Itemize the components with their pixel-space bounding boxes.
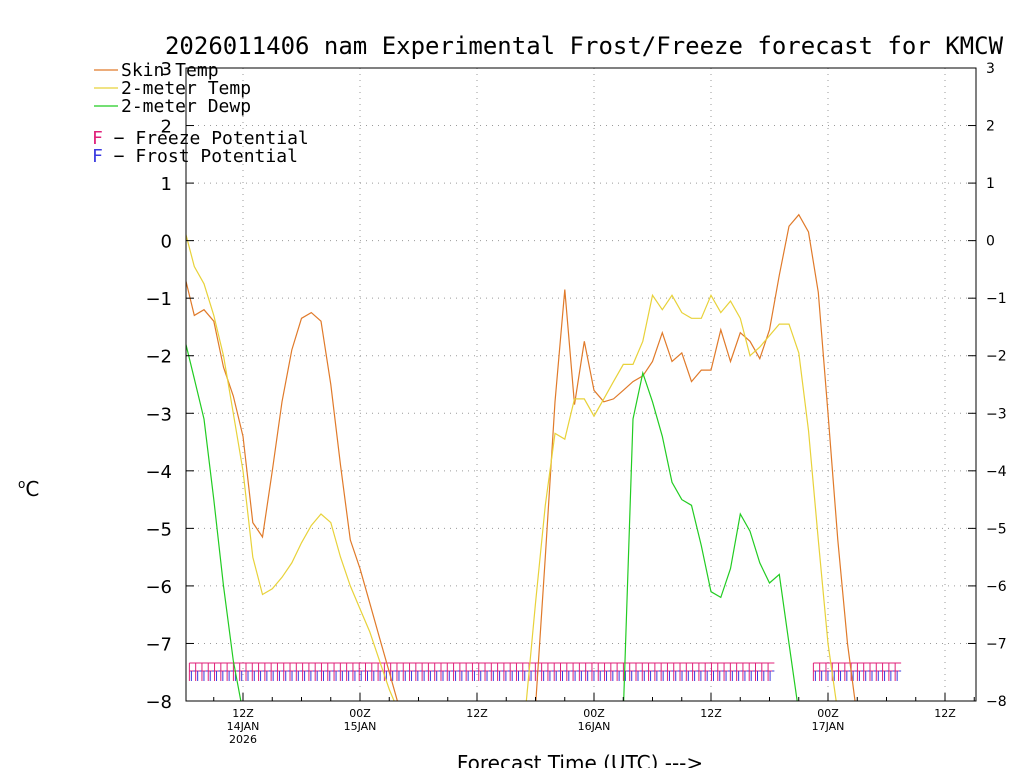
series-line-1 <box>186 213 856 701</box>
y-tick-label-left: 3 <box>161 59 172 80</box>
y-tick-label-left: 0 <box>161 232 172 253</box>
y-tick-label-left: −2 <box>145 347 172 368</box>
y-tick-label-left: −1 <box>145 289 172 310</box>
x-tick-day: 17JAN <box>812 720 845 733</box>
y-axis-label-degree: o <box>18 477 25 491</box>
x-axis-label: Forecast Time (UTC) ---> <box>457 751 703 768</box>
legend-potential-2: F − Frost Potential <box>92 146 298 167</box>
x-tick-day: 15JAN <box>344 720 377 733</box>
y-tick-label-left: 2 <box>161 117 172 138</box>
chart-title: 2026011406 nam Experimental Frost/Freeze… <box>165 32 1004 60</box>
x-tick-day: 16JAN <box>578 720 611 733</box>
y-tick-label-right: −5 <box>986 521 1007 537</box>
x-tick-label: 00Z <box>817 707 839 720</box>
y-axis-ticks: 3 3 2 2 1 1 0 0 −1 −1 −2 −2 −3 −3 −4 −4 −5 −5 −6 −6 −7 −7 −8 −8 <box>145 59 1006 713</box>
y-tick-label-left: −3 <box>145 404 172 425</box>
x-tick-label: 12Z <box>934 707 956 720</box>
x-tick-year: 2026 <box>229 733 257 746</box>
y-tick-label-right: −7 <box>986 636 1007 652</box>
y-tick-label-right: −8 <box>986 694 1007 710</box>
y-tick-label-left: −5 <box>145 519 172 540</box>
y-tick-label-left: −6 <box>145 577 172 598</box>
grid <box>186 67 976 702</box>
y-axis-label: oC <box>18 477 39 501</box>
y-tick-label-right: 3 <box>986 61 995 77</box>
y-tick-label-right: 0 <box>986 234 995 250</box>
y-tick-label-right: −6 <box>986 579 1007 595</box>
y-tick-label-right: −3 <box>986 406 1007 422</box>
x-tick-label: 00Z <box>349 707 371 720</box>
y-tick-label-left: −8 <box>145 692 172 713</box>
x-tick-label: 12Z <box>232 707 254 720</box>
series-line-2 <box>186 232 837 701</box>
y-tick-label-right: −1 <box>986 291 1007 307</box>
legend-potential-1: F − Freeze Potential <box>92 128 309 149</box>
x-tick-label: 00Z <box>583 707 605 720</box>
y-tick-label-right: −4 <box>986 464 1007 480</box>
x-tick-label: 12Z <box>466 707 488 720</box>
y-tick-label-right: −2 <box>986 349 1007 365</box>
x-tick-label: 12Z <box>700 707 722 720</box>
legend-label-1: Skin Temp <box>121 60 219 81</box>
y-tick-label-left: −7 <box>145 634 172 655</box>
plot-frame <box>185 67 977 702</box>
y-tick-label-right: 1 <box>986 176 995 192</box>
y-tick-label-left: 1 <box>161 174 172 195</box>
y-axis-label-unit: C <box>25 477 39 501</box>
x-tick-day: 14JAN <box>227 720 260 733</box>
y-tick-label-right: 2 <box>986 119 995 135</box>
legend-label-3: 2-meter Dewp <box>121 96 251 117</box>
series-lines <box>186 213 856 701</box>
potential-markers <box>188 662 902 681</box>
legend-label-2: 2-meter Temp <box>121 78 251 99</box>
y-tick-label-left: −4 <box>145 462 172 483</box>
series-line-3 <box>186 342 798 701</box>
